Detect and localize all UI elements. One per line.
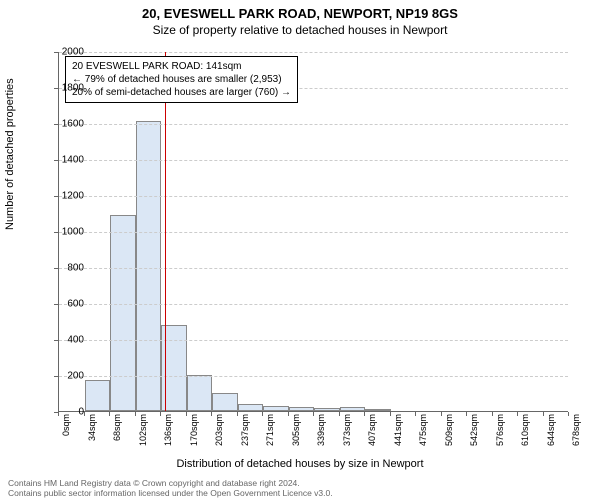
x-tick-label: 339sqm (316, 414, 326, 446)
histogram-bar (212, 393, 238, 411)
y-tick-mark (54, 196, 58, 197)
grid-line (59, 196, 568, 197)
histogram-bar (365, 409, 391, 411)
grid-line (59, 124, 568, 125)
histogram-bar (314, 408, 340, 411)
y-tick-label: 600 (44, 299, 84, 310)
x-tick-label: 373sqm (342, 414, 352, 446)
y-tick-label: 1400 (44, 155, 84, 166)
x-tick-label: 102sqm (138, 414, 148, 446)
x-tick-label: 542sqm (469, 414, 479, 446)
grid-line (59, 304, 568, 305)
x-tick-label: 644sqm (546, 414, 556, 446)
x-tick-mark (339, 412, 340, 416)
annotation-line3: 20% of semi-detached houses are larger (… (72, 86, 291, 99)
x-tick-mark (237, 412, 238, 416)
x-tick-label: 576sqm (495, 414, 505, 446)
x-tick-label: 136sqm (163, 414, 173, 446)
x-tick-mark (568, 412, 569, 416)
x-tick-mark (262, 412, 263, 416)
histogram-bar (340, 407, 366, 411)
footer-line1: Contains HM Land Registry data © Crown c… (8, 478, 333, 488)
x-tick-mark (517, 412, 518, 416)
y-tick-mark (54, 268, 58, 269)
y-tick-label: 800 (44, 263, 84, 274)
annotation-line1: 20 EVESWELL PARK ROAD: 141sqm (72, 60, 291, 73)
y-tick-mark (54, 88, 58, 89)
histogram-bar (238, 404, 264, 411)
x-tick-label: 305sqm (291, 414, 301, 446)
y-tick-label: 400 (44, 335, 84, 346)
histogram-bar (187, 375, 213, 411)
x-tick-mark (288, 412, 289, 416)
x-tick-mark (58, 412, 59, 416)
y-tick-mark (54, 52, 58, 53)
histogram-bar (136, 121, 162, 411)
property-marker-line (165, 52, 166, 411)
x-tick-mark (186, 412, 187, 416)
chart-container: 20, EVESWELL PARK ROAD, NEWPORT, NP19 8G… (0, 0, 600, 500)
histogram-bar (110, 215, 136, 411)
y-tick-label: 1600 (44, 119, 84, 130)
y-tick-mark (54, 304, 58, 305)
x-tick-mark (390, 412, 391, 416)
annotation-line2: ← 79% of detached houses are smaller (2,… (72, 73, 291, 86)
histogram-bar (289, 407, 315, 411)
x-tick-label: 170sqm (189, 414, 199, 446)
x-tick-mark (109, 412, 110, 416)
x-tick-label: 237sqm (240, 414, 250, 446)
grid-line (59, 232, 568, 233)
x-tick-mark (364, 412, 365, 416)
title-main: 20, EVESWELL PARK ROAD, NEWPORT, NP19 8G… (0, 0, 600, 21)
x-tick-mark (211, 412, 212, 416)
title-sub: Size of property relative to detached ho… (0, 21, 600, 37)
y-axis-label: Number of detached properties (4, 78, 16, 230)
footer-attribution: Contains HM Land Registry data © Crown c… (8, 478, 333, 498)
x-tick-mark (415, 412, 416, 416)
x-tick-mark (492, 412, 493, 416)
y-tick-label: 200 (44, 371, 84, 382)
x-tick-mark (441, 412, 442, 416)
x-tick-label: 509sqm (444, 414, 454, 446)
x-tick-label: 475sqm (418, 414, 428, 446)
histogram-bar (263, 406, 289, 411)
grid-line (59, 376, 568, 377)
x-tick-mark (543, 412, 544, 416)
annotation-box: 20 EVESWELL PARK ROAD: 141sqm ← 79% of d… (65, 56, 298, 103)
x-tick-label: 271sqm (265, 414, 275, 446)
x-tick-mark (135, 412, 136, 416)
x-tick-label: 610sqm (520, 414, 530, 446)
y-tick-mark (54, 160, 58, 161)
grid-line (59, 160, 568, 161)
y-tick-mark (54, 340, 58, 341)
x-tick-mark (160, 412, 161, 416)
y-tick-mark (54, 376, 58, 377)
x-tick-label: 441sqm (393, 414, 403, 446)
y-tick-label: 2000 (44, 47, 84, 58)
grid-line (59, 340, 568, 341)
x-tick-label: 203sqm (214, 414, 224, 446)
grid-line (59, 52, 568, 53)
x-axis-label: Distribution of detached houses by size … (0, 458, 600, 470)
x-tick-mark (84, 412, 85, 416)
grid-line (59, 268, 568, 269)
histogram-bar (85, 380, 111, 411)
chart-plot-area: 20 EVESWELL PARK ROAD: 141sqm ← 79% of d… (58, 52, 568, 412)
y-tick-label: 1000 (44, 227, 84, 238)
x-tick-label: 0sqm (61, 414, 71, 436)
footer-line2: Contains public sector information licen… (8, 488, 333, 498)
y-tick-label: 1200 (44, 191, 84, 202)
y-tick-mark (54, 232, 58, 233)
y-tick-label: 1800 (44, 83, 84, 94)
x-tick-mark (466, 412, 467, 416)
x-tick-label: 68sqm (112, 414, 122, 441)
x-tick-label: 407sqm (367, 414, 377, 446)
x-tick-mark (313, 412, 314, 416)
x-tick-label: 678sqm (571, 414, 581, 446)
x-tick-label: 34sqm (87, 414, 97, 441)
y-tick-mark (54, 124, 58, 125)
